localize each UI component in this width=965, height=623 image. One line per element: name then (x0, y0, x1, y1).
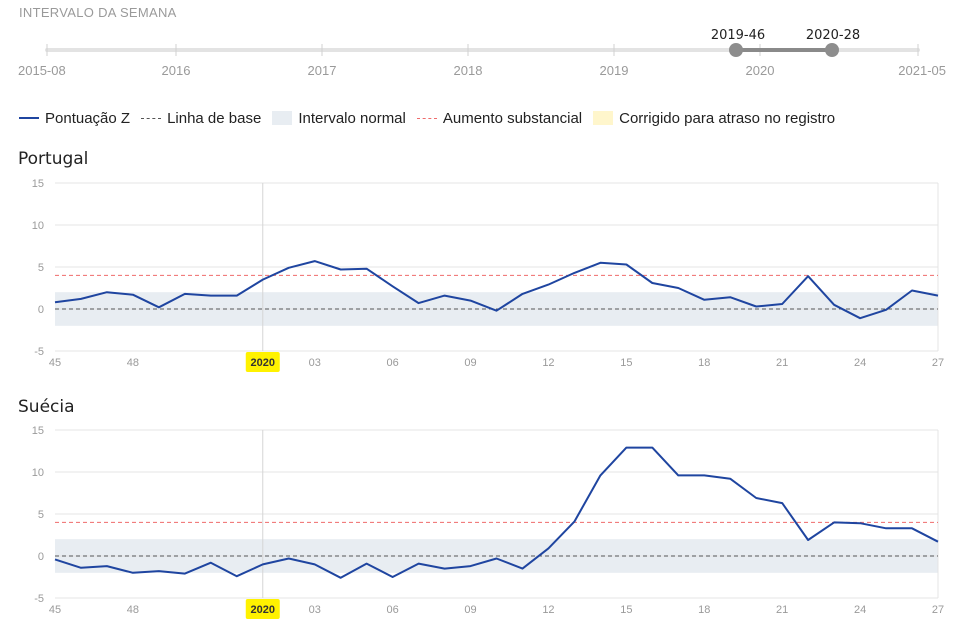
y-tick-label: 10 (32, 467, 44, 479)
y-tick-label: 0 (38, 304, 44, 316)
x-tick-label: 21 (776, 357, 788, 369)
x-tick-label: 48 (127, 357, 139, 369)
x-tick-label: 06 (386, 604, 398, 616)
y-tick-label: 5 (38, 509, 44, 521)
x-tick-label: 12 (542, 604, 554, 616)
legend-item-zscore: Pontuação Z (19, 110, 130, 127)
legend: Pontuação Z Linha de base Intervalo norm… (19, 108, 846, 128)
zscore-series-line (54, 446, 939, 579)
legend-item-baseline: Linha de base (141, 110, 261, 127)
x-tick-label: 24 (854, 357, 866, 369)
week-range-heading: INTERVALO DA SEMANA (19, 5, 177, 20)
x-tick-label: 27 (932, 604, 944, 616)
slider-handle-end[interactable] (825, 43, 839, 57)
x-tick-label: 15 (620, 357, 632, 369)
zscore-series-line (54, 260, 939, 320)
chart-title-portugal: Portugal (18, 149, 89, 169)
legend-item-substantial: Aumento substancial (416, 109, 583, 127)
normal-range-swatch (272, 111, 293, 125)
legend-label-baseline: Linha de base (167, 109, 262, 127)
legend-label-zscore: Pontuação Z (45, 109, 131, 127)
y-tick-label: -5 (34, 593, 44, 605)
chart-suecia: -5 0 5 10 15 45 48 2020 03 06 09 12 15 18 21 24 27 (32, 425, 944, 619)
x-tick-label: 12 (542, 357, 554, 369)
x-tick-label: 45 (49, 604, 61, 616)
chart-title-suecia: Suécia (18, 397, 75, 417)
substantial-line-swatch (416, 117, 437, 119)
y-tick-label: 5 (38, 262, 44, 274)
x-tick-label: 03 (309, 604, 321, 616)
y-tick-label: 15 (32, 425, 44, 437)
chart-portugal: -5 0 5 10 15 45 48 2020 03 06 09 12 15 18 21 24 27 (32, 178, 944, 372)
week-range-slider[interactable]: 2015-08 2016 2017 2018 2019 2020 2021-05 2019-4… (0, 0, 965, 90)
slider-tick-label: 2021-05 (898, 63, 946, 78)
x-tick-label: 15 (620, 604, 632, 616)
y-tick-label: 0 (38, 551, 44, 563)
x-tick-label-year: 2020 (251, 357, 275, 369)
y-tick-label: -5 (34, 346, 44, 358)
slider-end-label: 2020-28 (806, 28, 860, 43)
slider-tick-label: 2019 (600, 63, 629, 78)
x-tick-label-year: 2020 (251, 604, 275, 616)
x-tick-label: 18 (698, 357, 710, 369)
slider-tick-label: 2017 (308, 63, 337, 78)
x-tick-label: 21 (776, 604, 788, 616)
slider-handle-start[interactable] (729, 43, 743, 57)
x-tick-label: 27 (932, 357, 944, 369)
x-tick-label: 09 (464, 604, 476, 616)
x-tick-label: 24 (854, 604, 866, 616)
y-tick-label: 15 (32, 178, 44, 190)
slider-tick-label: 2018 (454, 63, 483, 78)
x-tick-label: 06 (386, 357, 398, 369)
year-highlight (245, 352, 280, 372)
slider-start-label: 2019-46 (711, 28, 765, 43)
legend-label-substantial: Aumento substancial (442, 109, 583, 127)
y-tick-label: 10 (32, 220, 44, 232)
legend-label-corrected: Corrigido para atraso no registro (619, 109, 836, 127)
slider-tick-label: 2015-08 (18, 63, 66, 78)
x-tick-label: 18 (698, 604, 710, 616)
baseline-line-swatch (141, 117, 162, 119)
x-tick-label: 09 (464, 357, 476, 369)
x-tick-label: 03 (309, 357, 321, 369)
legend-item-corrected: Corrigido para atraso no registro (593, 110, 835, 127)
year-highlight (245, 599, 280, 619)
zscore-line-swatch (19, 117, 39, 119)
corrected-swatch (593, 111, 614, 125)
slider-tick-label: 2016 (162, 63, 191, 78)
legend-label-normal-range: Intervalo normal (298, 109, 406, 127)
x-tick-label: 45 (49, 357, 61, 369)
legend-item-normal-range: Intervalo normal (272, 110, 406, 127)
x-tick-label: 48 (127, 604, 139, 616)
slider-tick-label: 2020 (746, 63, 775, 78)
